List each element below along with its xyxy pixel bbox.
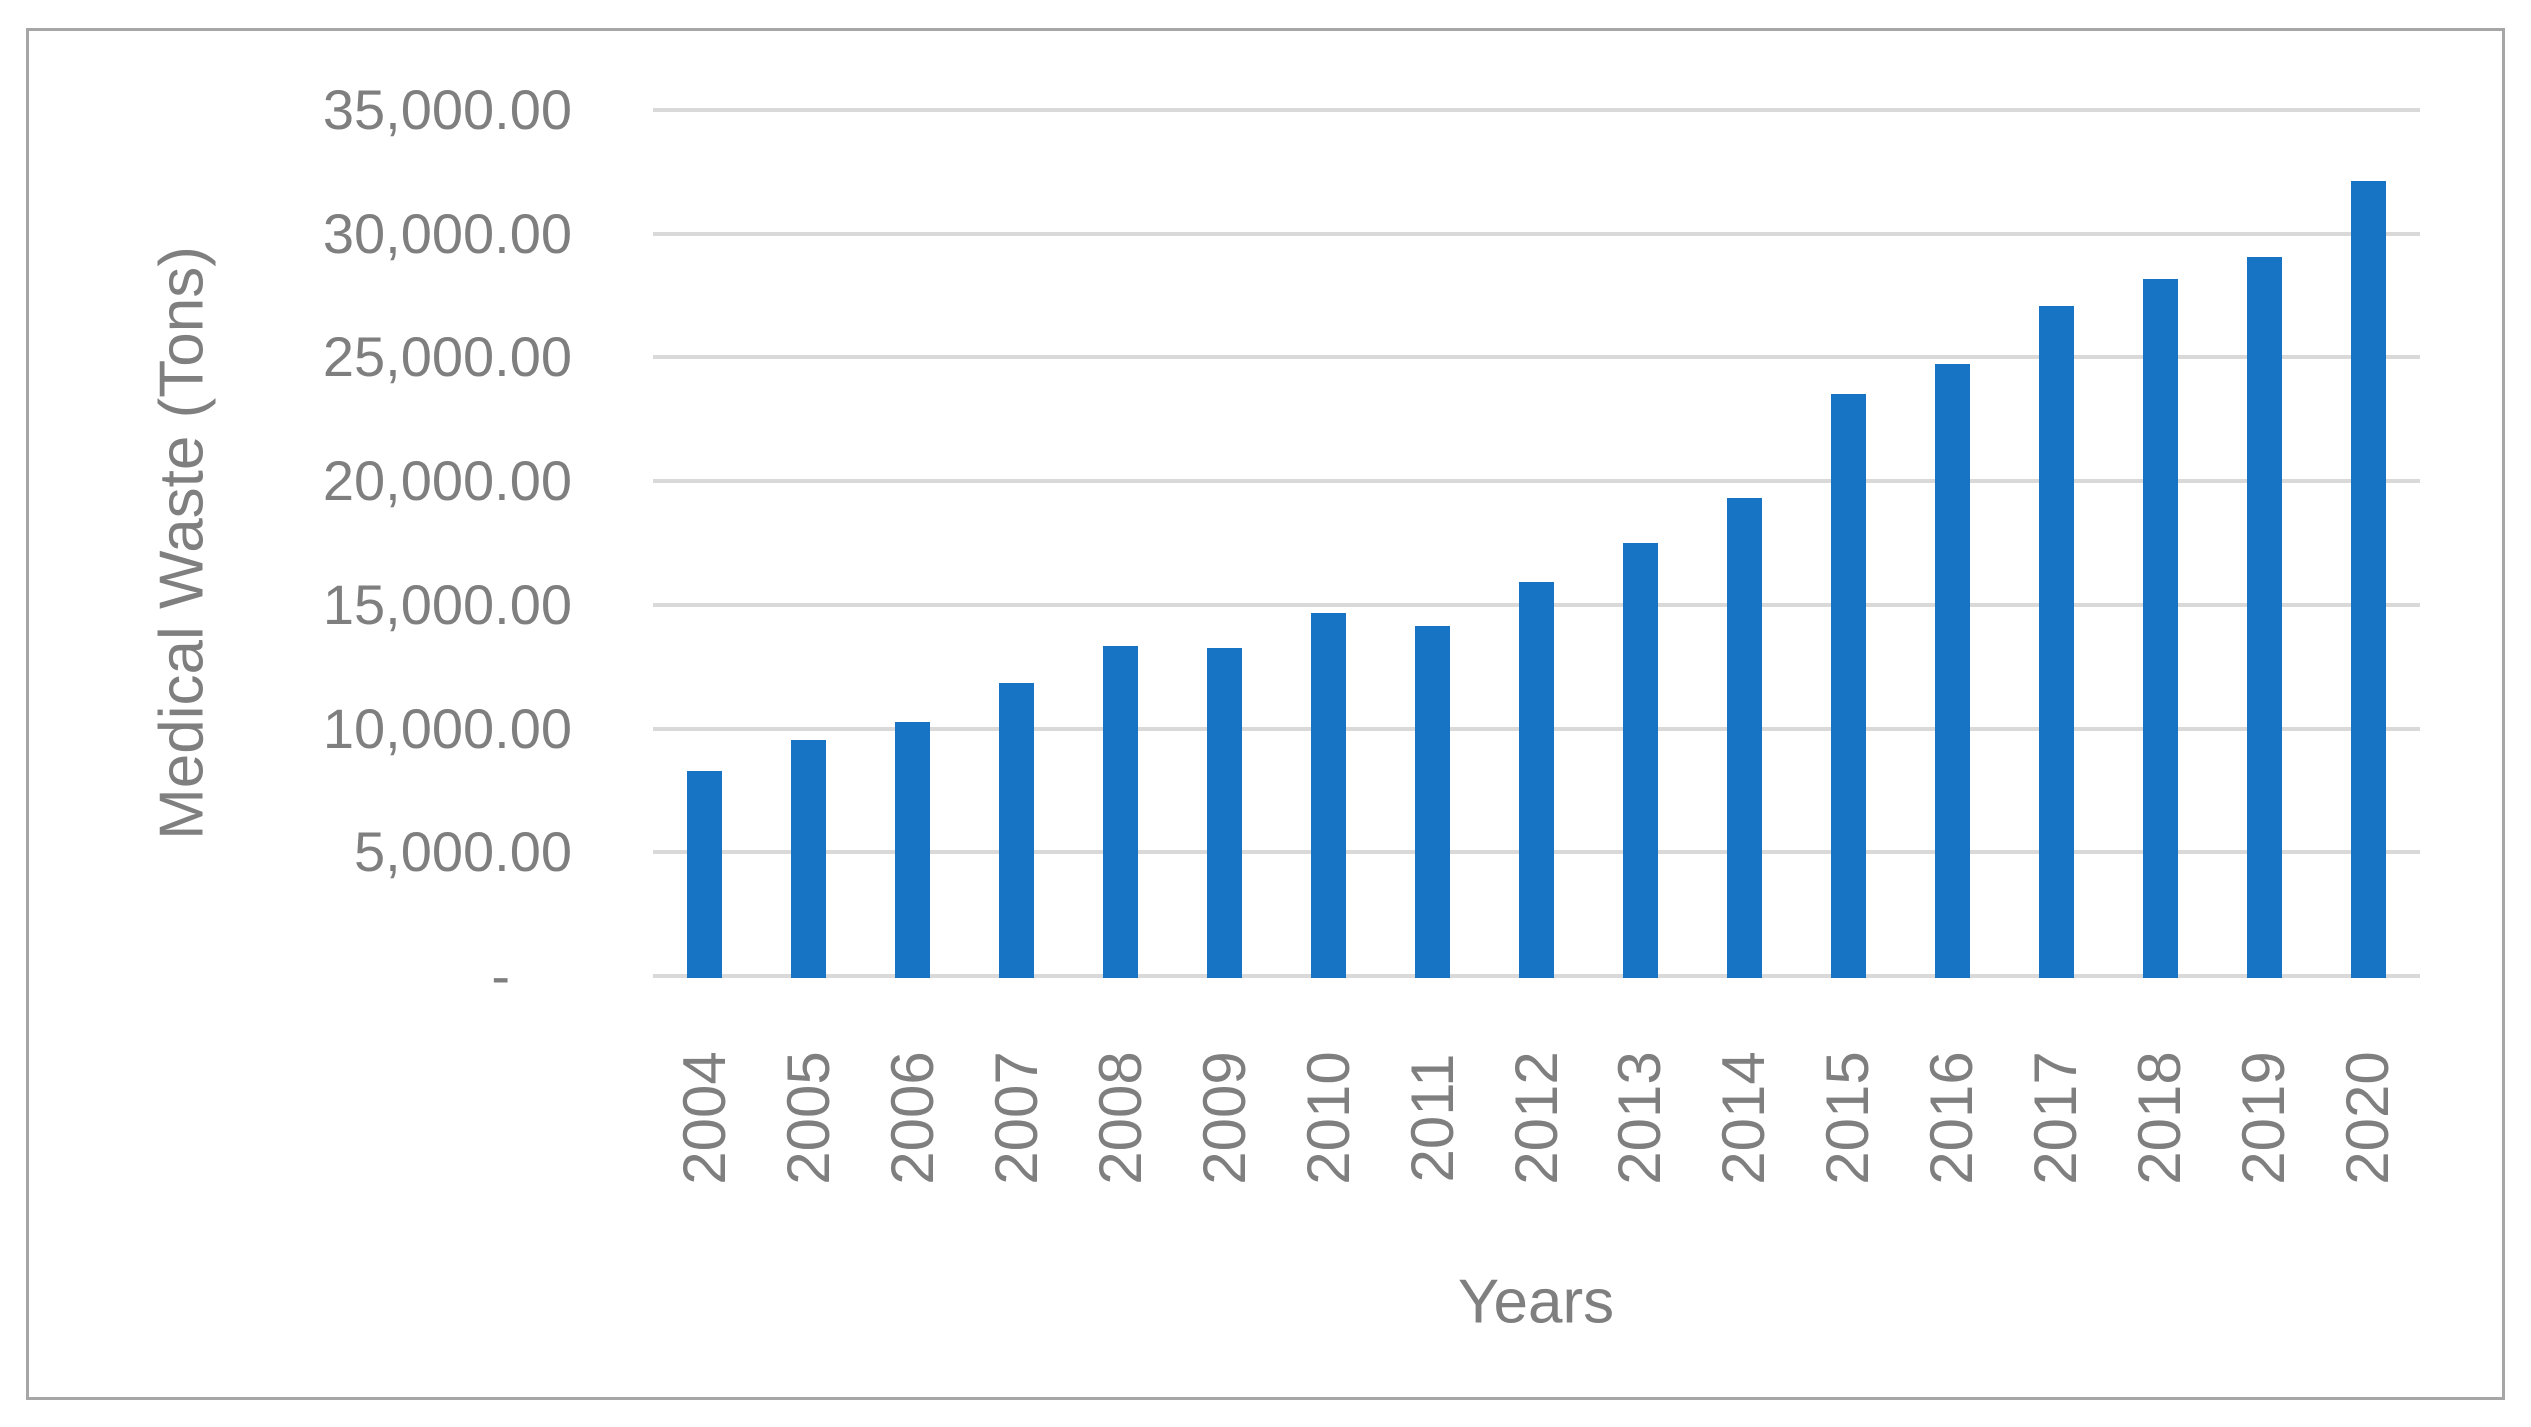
y-tick-label-20000: 20,000.00 — [322, 449, 572, 513]
bar-2015 — [1830, 393, 1866, 978]
x-tick-label-2013: 2013 — [1606, 1051, 1674, 1185]
gridline-30000 — [653, 231, 2420, 236]
x-axis-title: Years — [1457, 1267, 1615, 1337]
y-tick-label-35000: 35,000.00 — [322, 78, 572, 141]
bar-2020 — [2350, 181, 2386, 978]
bar-2014 — [1726, 498, 1762, 978]
bar-2010 — [1311, 612, 1347, 978]
y-tick-label-10000: 10,000.00 — [322, 696, 572, 760]
bar-2018 — [2142, 279, 2178, 978]
x-tick-label-2020: 2020 — [2334, 1051, 2402, 1185]
bar-2019 — [2246, 256, 2282, 978]
bar-2005 — [791, 740, 827, 978]
gridline-20000 — [653, 479, 2420, 484]
x-tick-label-2018: 2018 — [2126, 1051, 2194, 1185]
y-tick-label-25000: 25,000.00 — [322, 325, 572, 389]
y-tick-label-5000: 5,000.00 — [354, 820, 572, 884]
bar-2008 — [1103, 645, 1139, 978]
x-tick-label-2009: 2009 — [1190, 1051, 1258, 1185]
bar-2007 — [999, 683, 1035, 978]
bar-2017 — [2038, 306, 2074, 978]
bar-2006 — [895, 722, 931, 978]
bar-2012 — [1519, 581, 1554, 978]
x-tick-label-2004: 2004 — [670, 1051, 738, 1185]
x-tick-label-2005: 2005 — [774, 1051, 842, 1185]
x-tick-label-2015: 2015 — [1814, 1051, 1882, 1185]
x-tick-label-2019: 2019 — [2230, 1051, 2298, 1185]
y-tick-label-30000: 30,000.00 — [322, 201, 572, 265]
bar-2011 — [1415, 625, 1451, 978]
x-tick-label-2010: 2010 — [1294, 1051, 1362, 1185]
x-tick-label-2007: 2007 — [982, 1051, 1050, 1185]
bar-2009 — [1207, 647, 1243, 978]
bar-2004 — [687, 771, 723, 978]
x-tick-label-2012: 2012 — [1502, 1051, 1570, 1185]
gridline-35000 — [653, 108, 2420, 112]
x-tick-label-2011: 2011 — [1398, 1053, 1466, 1183]
bar-2013 — [1622, 543, 1658, 978]
x-tick-label-2014: 2014 — [1710, 1051, 1778, 1185]
y-axis-title: Medical Waste (Tons) — [147, 246, 217, 840]
x-tick-label-2016: 2016 — [1918, 1051, 1986, 1185]
y-tick-label-0: - — [491, 944, 510, 1007]
bar-2016 — [1934, 363, 1970, 978]
x-tick-label-2008: 2008 — [1086, 1051, 1154, 1185]
gridline-25000 — [653, 355, 2420, 360]
chart-frame — [26, 28, 2505, 1400]
y-tick-label-15000: 15,000.00 — [322, 572, 572, 636]
x-tick-label-2017: 2017 — [2022, 1051, 2090, 1185]
x-tick-label-2006: 2006 — [878, 1051, 946, 1185]
